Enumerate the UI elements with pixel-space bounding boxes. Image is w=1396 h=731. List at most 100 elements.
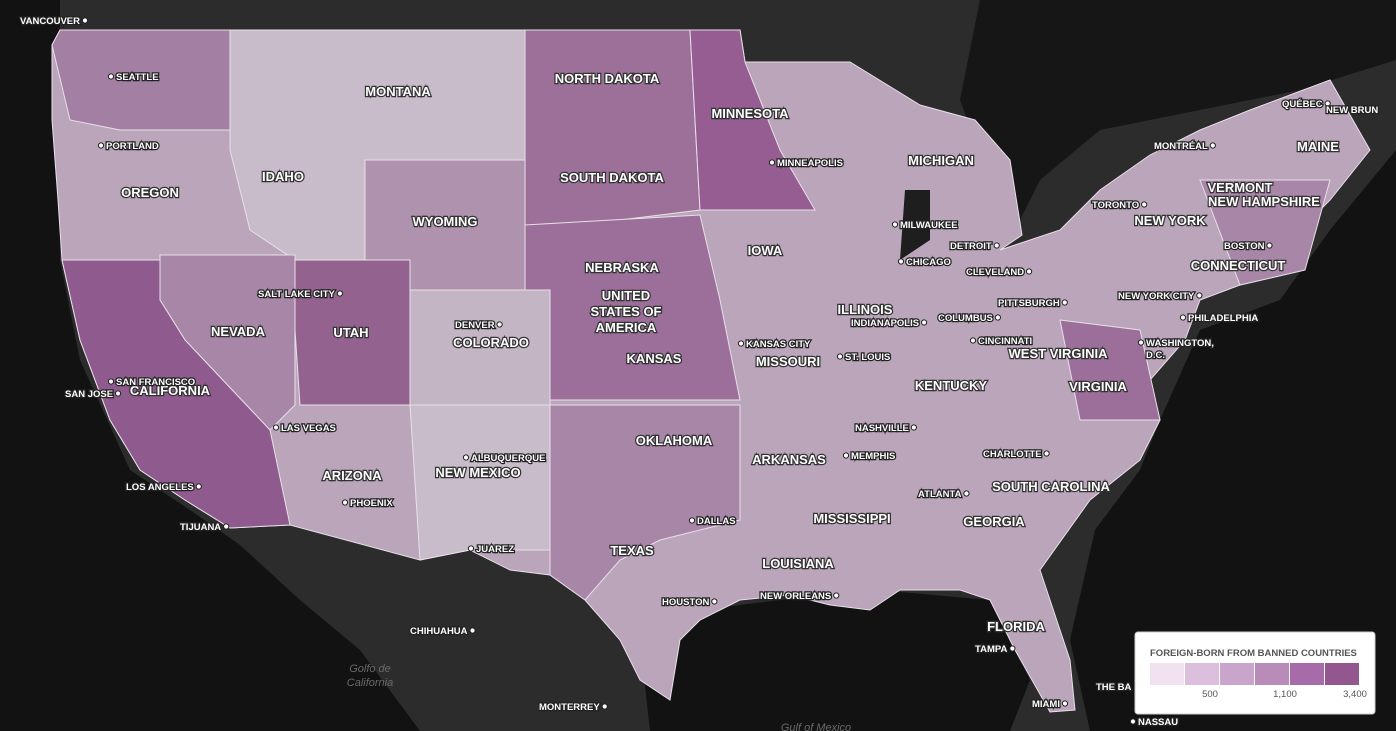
california xyxy=(61,259,291,529)
city-label: TAMPA xyxy=(975,644,1008,655)
city-dot xyxy=(272,424,280,431)
city-dot xyxy=(768,159,776,166)
city-dot xyxy=(1324,100,1331,107)
city-label: VANCOUVER xyxy=(20,16,80,27)
state-label: OREGON xyxy=(121,185,179,200)
city-label: TIJUANA xyxy=(180,522,221,533)
city-label: KANSAS CITY xyxy=(746,339,811,350)
state-label: CALIFORNIA xyxy=(130,383,211,398)
city-dot xyxy=(223,523,230,530)
city-label: PITTSBURGH xyxy=(998,298,1060,309)
state-label: KENTUCKY xyxy=(915,378,988,393)
city-label: MINNEAPOLIS xyxy=(777,158,843,169)
state-label: MAINE xyxy=(1297,139,1339,154)
legend-swatch xyxy=(1290,663,1324,685)
city-label: BOSTON xyxy=(1224,241,1265,252)
state-label: KANSAS xyxy=(627,351,682,366)
state-label: UTAH xyxy=(333,325,368,340)
city-label: TORONTO xyxy=(1092,200,1139,211)
city-dot xyxy=(993,242,1000,249)
state-label: IOWA xyxy=(748,243,783,258)
city-dot xyxy=(842,452,850,459)
virginia xyxy=(1059,319,1161,421)
state-label: SOUTH DAKOTA xyxy=(560,170,664,185)
state-label: COLORADO xyxy=(453,335,529,350)
dakotas xyxy=(524,29,701,226)
south-plains xyxy=(549,404,741,601)
city-dot xyxy=(107,378,115,385)
state-label: NORTH DAKOTA xyxy=(555,71,660,86)
pacific xyxy=(0,0,420,731)
city-label: ST. LOUIS xyxy=(845,352,890,363)
city-label: MONTRÉAL xyxy=(1154,141,1208,152)
state-label: MISSISSIPPI xyxy=(813,511,890,526)
city-label: CLEVELAND xyxy=(966,267,1024,278)
state-label: IDAHO xyxy=(262,169,304,184)
city-label: CHIHUAHUA xyxy=(410,626,468,637)
legend-title: FOREIGN-BORN FROM BANNED COUNTRIES xyxy=(1150,648,1357,659)
city-dot xyxy=(994,314,1001,321)
new-mexico xyxy=(409,404,551,561)
city-dot xyxy=(1196,292,1203,299)
city-label: CINCINNATI xyxy=(978,336,1032,347)
city-label: PHOENIX xyxy=(350,498,393,509)
city-label: SAN JOSE xyxy=(65,389,113,400)
city-label: DENVER xyxy=(455,320,495,331)
city-dot xyxy=(969,337,977,344)
city-dot xyxy=(336,290,343,297)
city-dot xyxy=(462,454,470,461)
city-dot xyxy=(1179,314,1187,321)
city-dot xyxy=(836,353,844,360)
city-dot xyxy=(1043,450,1050,457)
state-label: NEBRASKA xyxy=(585,260,659,275)
city-label: NEW YORK CITY xyxy=(1118,291,1195,302)
lake-michigan xyxy=(900,190,930,260)
city-label: SALT LAKE CITY xyxy=(258,289,336,300)
city-dot xyxy=(107,73,115,80)
city-dot xyxy=(1025,268,1033,275)
washington xyxy=(51,29,231,131)
state-label: OKLAHOMA xyxy=(636,433,713,448)
city-dot xyxy=(833,592,840,599)
city-label: NEW ORLEANS xyxy=(760,591,831,602)
state-label: VIRGINIA xyxy=(1069,379,1127,394)
state-label: LOUISIANA xyxy=(762,556,834,571)
city-label: DALLAS xyxy=(697,516,736,527)
city-label: JUAREZ xyxy=(476,544,514,555)
city-label: MIAMI xyxy=(1032,699,1060,710)
city-label: MONTERREY xyxy=(539,702,600,713)
city-label: SEATTLE xyxy=(116,72,159,83)
city-label: SAN FRANCISCO xyxy=(116,377,195,388)
city-label: D.C. xyxy=(1146,350,1165,361)
legend-label: 3,400 xyxy=(1343,689,1367,700)
city-dot xyxy=(496,321,503,328)
city-label: MEMPHIS xyxy=(851,451,895,462)
state-label: TEXAS xyxy=(610,543,654,558)
city-dot xyxy=(711,598,718,605)
city-label: QUÉBEC xyxy=(1282,99,1323,110)
city-dot xyxy=(1137,339,1145,346)
city-label: NASHVILLE xyxy=(855,423,909,434)
legend-label: 500 xyxy=(1202,689,1218,700)
city-label: ATLANTA xyxy=(918,489,962,500)
city-dot xyxy=(737,340,745,347)
state-label: SOUTH CAROLINA xyxy=(992,479,1110,494)
state-label: WEST VIRGINIA xyxy=(1009,346,1109,361)
legend-swatch xyxy=(1185,663,1219,685)
city-dot xyxy=(469,627,476,634)
state-label: GEORGIA xyxy=(963,514,1025,529)
state-label: CONNECTICUT xyxy=(1191,258,1286,273)
city-label: HOUSTON xyxy=(662,597,709,608)
city-dot xyxy=(97,142,105,149)
city-dot xyxy=(891,221,899,228)
city-label: THE BA xyxy=(1096,682,1132,693)
state-label: MINNESOTA xyxy=(711,106,789,121)
state-label: ILLINOIS xyxy=(838,302,893,317)
city-dot xyxy=(467,545,475,552)
city-dot xyxy=(920,319,928,326)
gulf xyxy=(640,592,1030,731)
water-label: California xyxy=(347,677,393,689)
state-label: MISSOURI xyxy=(756,354,820,369)
city-label: NEW BRUN xyxy=(1326,105,1378,116)
